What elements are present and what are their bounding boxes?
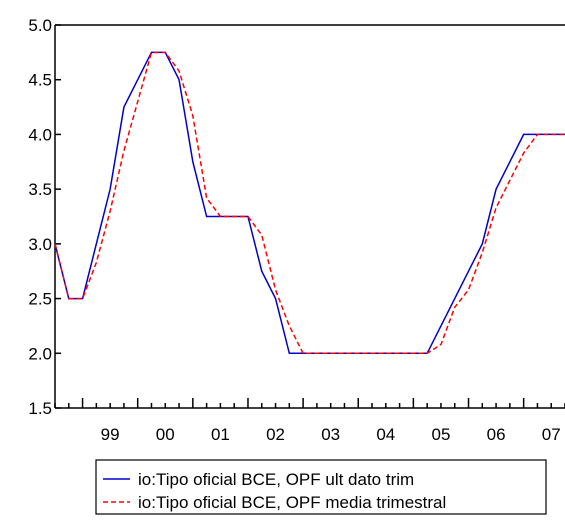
legend-box bbox=[95, 459, 547, 515]
legend-label-series-2: io:Tipo oficial BCE, OPF media trimestra… bbox=[138, 493, 446, 512]
x-tick-label: 06 bbox=[487, 425, 506, 444]
x-tick-label: 03 bbox=[321, 425, 340, 444]
y-tick-label: 3.0 bbox=[28, 235, 52, 254]
series-lines bbox=[54, 51, 565, 355]
y-tick-label: 3.5 bbox=[28, 180, 52, 199]
x-tick-label: 02 bbox=[266, 425, 285, 444]
y-tick-label: 1.5 bbox=[28, 399, 52, 418]
series-line-1 bbox=[54, 51, 565, 355]
y-tick-label: 4.5 bbox=[28, 71, 52, 90]
x-ticks: 99 00 01 02 03 04 05 06 07 bbox=[54, 398, 565, 444]
legend: io:Tipo oficial BCE, OPF ult dato trim i… bbox=[95, 459, 547, 515]
legend-label-series-1: io:Tipo oficial BCE, OPF ult dato trim bbox=[138, 470, 414, 489]
series-line-2 bbox=[54, 51, 565, 355]
x-tick-label: 00 bbox=[156, 425, 175, 444]
y-ticks: 1.5 2.0 2.5 3.0 3.5 4.0 4.5 5.0 bbox=[28, 16, 61, 418]
x-tick-label: 99 bbox=[101, 425, 120, 444]
x-tick-label: 07 bbox=[542, 425, 561, 444]
y-tick-label: 4.0 bbox=[28, 125, 52, 144]
x-tick-label: 01 bbox=[211, 425, 230, 444]
x-tick-label: 05 bbox=[431, 425, 450, 444]
y-tick-label: 2.0 bbox=[28, 344, 52, 363]
x-tick-label: 04 bbox=[376, 425, 395, 444]
y-tick-label: 2.5 bbox=[28, 290, 52, 309]
axes bbox=[54, 24, 565, 409]
y-tick-label: 5.0 bbox=[28, 16, 52, 35]
